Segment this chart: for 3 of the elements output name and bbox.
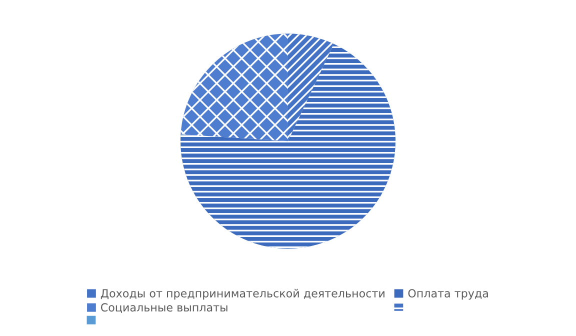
legend-label: Оплата труда bbox=[408, 289, 488, 300]
legend-label: Доходы от предпринимательской деятельности bbox=[100, 288, 384, 300]
legend-label: Социальные выплаты bbox=[100, 303, 228, 313]
